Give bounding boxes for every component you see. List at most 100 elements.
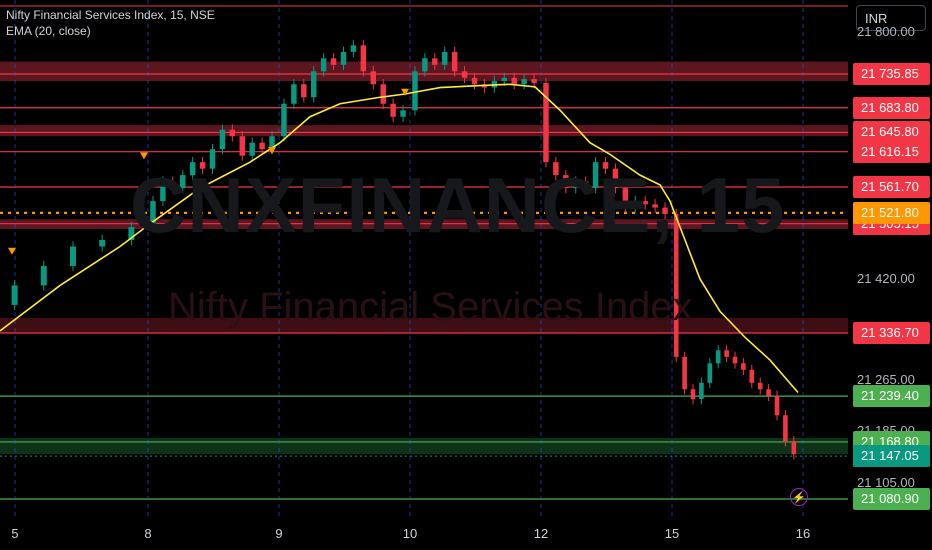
session-separators <box>14 0 804 518</box>
candle-body <box>209 149 216 169</box>
candle-body <box>749 369 755 383</box>
level-price-tag: 21 683.80 <box>853 96 930 119</box>
candle-body <box>150 201 156 228</box>
candle-body <box>432 58 438 65</box>
candle-body <box>451 51 458 72</box>
candle-body <box>249 142 255 156</box>
level-price-tag: 21 239.40 <box>853 385 930 408</box>
candle-body <box>311 71 317 98</box>
ema-line <box>0 83 799 394</box>
signal-marker <box>401 88 409 96</box>
legend: Nifty Financial Services Index, 15, NSE … <box>6 7 215 39</box>
candle-body <box>259 142 265 150</box>
candle-body <box>320 58 327 72</box>
candle-body <box>582 181 589 189</box>
candle-body <box>690 389 696 400</box>
candle-body <box>442 51 448 65</box>
legend-symbol[interactable]: Nifty Financial Services Index, 15, NSE <box>6 8 215 22</box>
watermark-ticker: CNXFINANCE, 15 <box>130 161 786 249</box>
candle-body <box>180 175 186 189</box>
time-label: 9 <box>275 526 283 541</box>
candle-body <box>189 162 196 176</box>
time-label: 8 <box>144 526 152 541</box>
candle-body <box>40 265 47 286</box>
candle-body <box>219 129 226 150</box>
candle-body <box>330 58 337 65</box>
candle-body <box>682 356 687 390</box>
candle-body <box>521 79 527 85</box>
candle-body <box>757 382 763 390</box>
price-scale-label: 21 420.00 <box>857 270 915 286</box>
candle-body <box>673 214 679 357</box>
zone-band <box>0 317 848 334</box>
candle-body <box>732 356 738 364</box>
candles <box>11 40 797 460</box>
candle-body <box>412 71 418 111</box>
candle-body <box>400 110 406 117</box>
price-scale-label: 21 105.00 <box>857 475 915 491</box>
candle-body <box>281 103 287 137</box>
candle-body <box>531 79 537 83</box>
candle-body <box>563 175 569 189</box>
candle-body <box>350 45 357 52</box>
price-scale-label: 21 265.00 <box>857 371 915 387</box>
candle-body <box>340 51 347 65</box>
candle-body <box>791 441 797 455</box>
signal-marker <box>8 247 16 255</box>
candle-body <box>239 136 245 156</box>
time-label: 16 <box>795 526 811 541</box>
level-price-tag: 21 735.85 <box>853 63 930 85</box>
time-label: 5 <box>11 526 19 541</box>
level-lines <box>0 5 848 500</box>
level-price-tag: 21 645.80 <box>853 121 930 144</box>
candle-body <box>70 246 76 266</box>
time-label: 10 <box>402 526 418 541</box>
candle-body <box>632 201 638 208</box>
candle-body <box>715 350 721 364</box>
price-scale-label: 21 800.00 <box>857 24 915 40</box>
candle-body <box>652 204 658 208</box>
zone-band <box>0 437 848 455</box>
dotted-level-price-tag: 21 521.80 <box>853 201 930 224</box>
candle-body <box>642 201 648 205</box>
candle-body <box>543 82 549 163</box>
candle-body <box>741 363 746 370</box>
candle-body <box>422 58 428 72</box>
level-bands <box>0 61 848 455</box>
candle-body <box>553 162 559 176</box>
candle-body <box>360 45 367 72</box>
candle-body <box>269 136 275 150</box>
candle-body <box>160 181 166 202</box>
candle-body <box>471 77 478 85</box>
last-price-tag: 21 147.05 <box>853 445 930 468</box>
candle-body <box>370 71 376 85</box>
candle-body <box>199 162 206 169</box>
candle-body <box>622 188 629 208</box>
candle-body <box>573 181 579 189</box>
signal-marker <box>140 152 148 160</box>
candle-body <box>390 103 396 117</box>
candle-body <box>783 415 788 442</box>
candle-body <box>511 77 517 85</box>
signal-marker <box>268 147 276 155</box>
candle-body <box>128 227 135 241</box>
candle-body <box>11 285 18 305</box>
candle-body <box>592 162 599 189</box>
candle-body <box>229 129 236 137</box>
level-price-tag: 21 080.90 <box>853 488 930 510</box>
lightning-icon[interactable]: ⚡ <box>790 488 808 506</box>
time-label: 12 <box>533 526 549 541</box>
candle-body <box>612 168 619 189</box>
candle-body <box>602 162 609 169</box>
watermark-name: Nifty Financial Services Index <box>168 285 693 329</box>
candle-body <box>461 71 468 78</box>
candle-body <box>774 395 780 416</box>
candle-body <box>724 350 729 357</box>
currency-button[interactable]: INR <box>856 5 926 31</box>
candle-body <box>99 240 106 247</box>
candle-body <box>301 84 307 98</box>
legend-indicator[interactable]: EMA (20, close) <box>6 24 91 38</box>
level-price-tag: 21 336.70 <box>853 322 930 344</box>
